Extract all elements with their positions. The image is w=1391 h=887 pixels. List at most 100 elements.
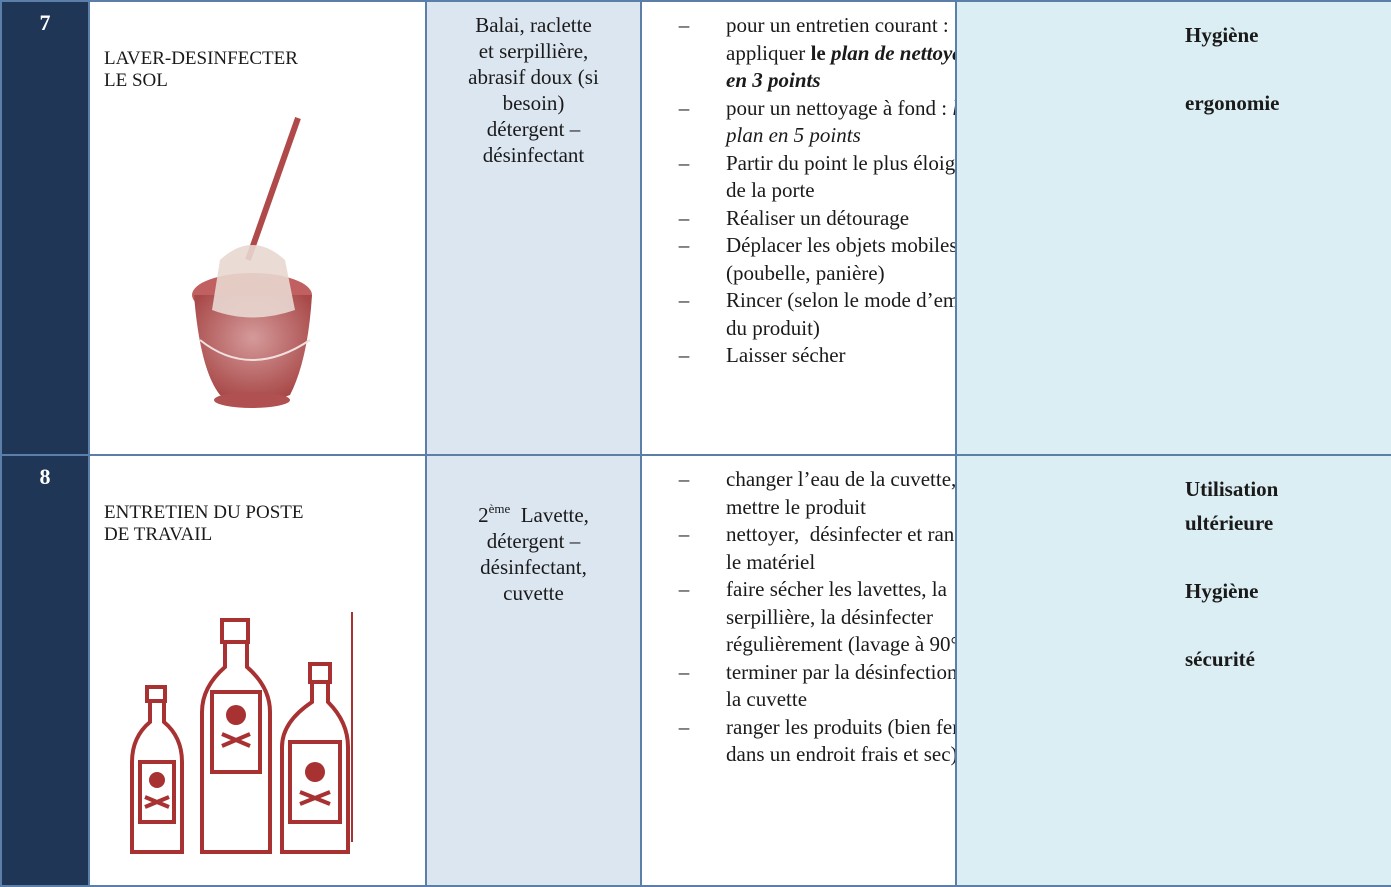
list-bullet: – [678, 95, 690, 120]
materials-cell: Balai, raclette et serpillière, abrasif do… [425, 0, 642, 456]
text-run: mettre le produit [726, 494, 866, 519]
task-cell: ENTRETIEN DU POSTE DE TRAVAIL [88, 454, 427, 887]
text-line: détergent – [428, 116, 639, 142]
text-run: changer l’eau de la cuvette, [726, 467, 956, 491]
steps-cell: – pour un entretien courant : appliquer le… [640, 0, 957, 456]
goals-cell: Hygiène ergonomie [955, 0, 1391, 456]
goal-group: sécurité [1185, 642, 1390, 676]
list-item: – ranger les produits (bien fermés, dans u… [643, 714, 954, 769]
text-run: Laisser sécher [726, 343, 846, 367]
list-text: Déplacer les objets mobiles (poubelle, pa… [726, 232, 956, 288]
text-line: appliquer le plan de nettoyage [726, 40, 954, 68]
list-bullet: – [678, 467, 690, 491]
list-bullet: – [678, 205, 690, 230]
text-run: le [952, 96, 954, 120]
text-line: du produit) [726, 315, 954, 343]
text-line: plan en 5 points [726, 122, 954, 150]
text-line: 2ème Lavette, [428, 501, 639, 528]
task-line: ENTRETIEN DU POSTE [104, 502, 304, 523]
step-number-cell: 7 [0, 0, 90, 456]
list-item: – Rincer (selon le mode d’emploi du produi… [643, 287, 956, 343]
goal-line: ergonomie [1185, 91, 1280, 115]
text-run: du produit) [726, 315, 820, 340]
list-bullet: – [678, 233, 690, 257]
list-bullet: – [678, 343, 690, 367]
text-line: Réaliser un détourage [726, 205, 909, 233]
text-run: le matériel [726, 549, 816, 574]
text-line: dans un endroit frais et sec) [726, 741, 954, 769]
list-bullet: – [678, 659, 690, 684]
text-run: Lavette, [510, 503, 589, 527]
text-line: Partir du point le plus éloigné [726, 150, 956, 178]
text-line: cuvette [428, 580, 639, 606]
task-line: LE SOL [104, 70, 168, 91]
list-item: – Partir du point le plus éloigné de la po… [643, 150, 956, 205]
text-line: désinfectant [428, 142, 639, 168]
list-text: Rincer (selon le mode d’emploi du produit… [726, 287, 956, 343]
text-run: ranger les produits (bien fermés, [726, 714, 954, 739]
text-line: faire sécher les lavettes, la [726, 576, 954, 604]
text-line: besoin) [428, 90, 639, 116]
goal-group: Hygiène [1185, 18, 1390, 52]
text-run: détergent – [486, 529, 581, 553]
step-number: 8 [39, 464, 51, 489]
text-run: ème [488, 501, 511, 516]
text-run: (poubelle, panière) [726, 260, 885, 285]
text-run: Rincer (selon le mode d’emploi [726, 288, 956, 312]
text-run: 2 [478, 503, 489, 527]
text-line: pour un nettoyage à fond : le [726, 95, 954, 123]
goal-group: Utilisation ultérieure [1185, 472, 1390, 540]
text-run: Partir du point le plus éloigné [726, 150, 956, 175]
step-number: 7 [39, 10, 51, 35]
text-run: plan en 5 points [726, 123, 861, 147]
list-bullet: – [678, 13, 690, 37]
text-line: désinfectant, [428, 554, 639, 580]
list-item: – pour un entretien courant : appliquer le… [643, 12, 954, 95]
list-item: – nettoyer, désinfecter et ranger le matér… [643, 521, 954, 577]
text-run: faire sécher les lavettes, la [726, 577, 947, 601]
text-run: détergent – [486, 117, 581, 141]
text-line: de la porte [726, 177, 954, 205]
text-run: pour un entretien courant : [726, 13, 949, 37]
list-item: – Réaliser un détourage [643, 205, 954, 233]
text-line: régulièrement (lavage à 90° C) [726, 631, 956, 659]
text-line: Balai, raclette [428, 12, 639, 38]
text-line: abrasif doux (si [428, 64, 639, 90]
text-run: cuvette [503, 581, 564, 605]
list-bullet: – [678, 714, 690, 739]
list-text: pour un entretien courant : appliquer le … [726, 12, 954, 95]
text-run: désinfectant, [480, 555, 587, 579]
text-line: Déplacer les objets mobiles [726, 232, 956, 260]
step-number-cell: 8 [0, 454, 90, 887]
text-line: le matériel [726, 549, 954, 577]
text-line: mettre le produit [726, 494, 954, 522]
list-text: Partir du point le plus éloigné de la por… [726, 150, 956, 205]
list-item: – terminer par la désinfection de la cuvet… [643, 659, 954, 714]
text-line: terminer par la désinfection de [726, 659, 954, 687]
list-text: Laisser sécher [726, 342, 846, 370]
text-line: serpillière, la désinfecter [726, 604, 954, 632]
text-line: en 3 points [726, 67, 954, 95]
poison-bottles-image [130, 612, 353, 854]
list-text: terminer par la désinfection de la cuvett… [726, 659, 954, 714]
list-text: Réaliser un détourage [726, 205, 909, 233]
text-run: plan de nettoyage [830, 40, 954, 65]
mop-bucket-image [192, 117, 312, 408]
text-run: de la porte [726, 178, 815, 202]
goal-line: Hygiène [1185, 579, 1259, 603]
text-run: Réaliser un détourage [726, 205, 910, 230]
list-text: nettoyer, désinfecter et ranger le matéri… [726, 521, 954, 577]
task-line: LAVER-DESINFECTER [104, 48, 298, 69]
text-run: Déplacer les objets mobiles [726, 233, 956, 257]
text-line: (poubelle, panière) [726, 260, 954, 288]
list-bullet: – [678, 577, 690, 601]
text-run: désinfectant [482, 143, 585, 167]
list-item: – Laisser sécher [643, 342, 954, 370]
goal-group: ergonomie [1185, 86, 1390, 120]
text-run: régulièrement (lavage à 90° C) [726, 632, 956, 656]
list-text: changer l’eau de la cuvette, mettre le pr… [726, 466, 956, 522]
task-line: DE TRAVAIL [104, 524, 213, 545]
text-line: et serpillière, [428, 38, 639, 64]
